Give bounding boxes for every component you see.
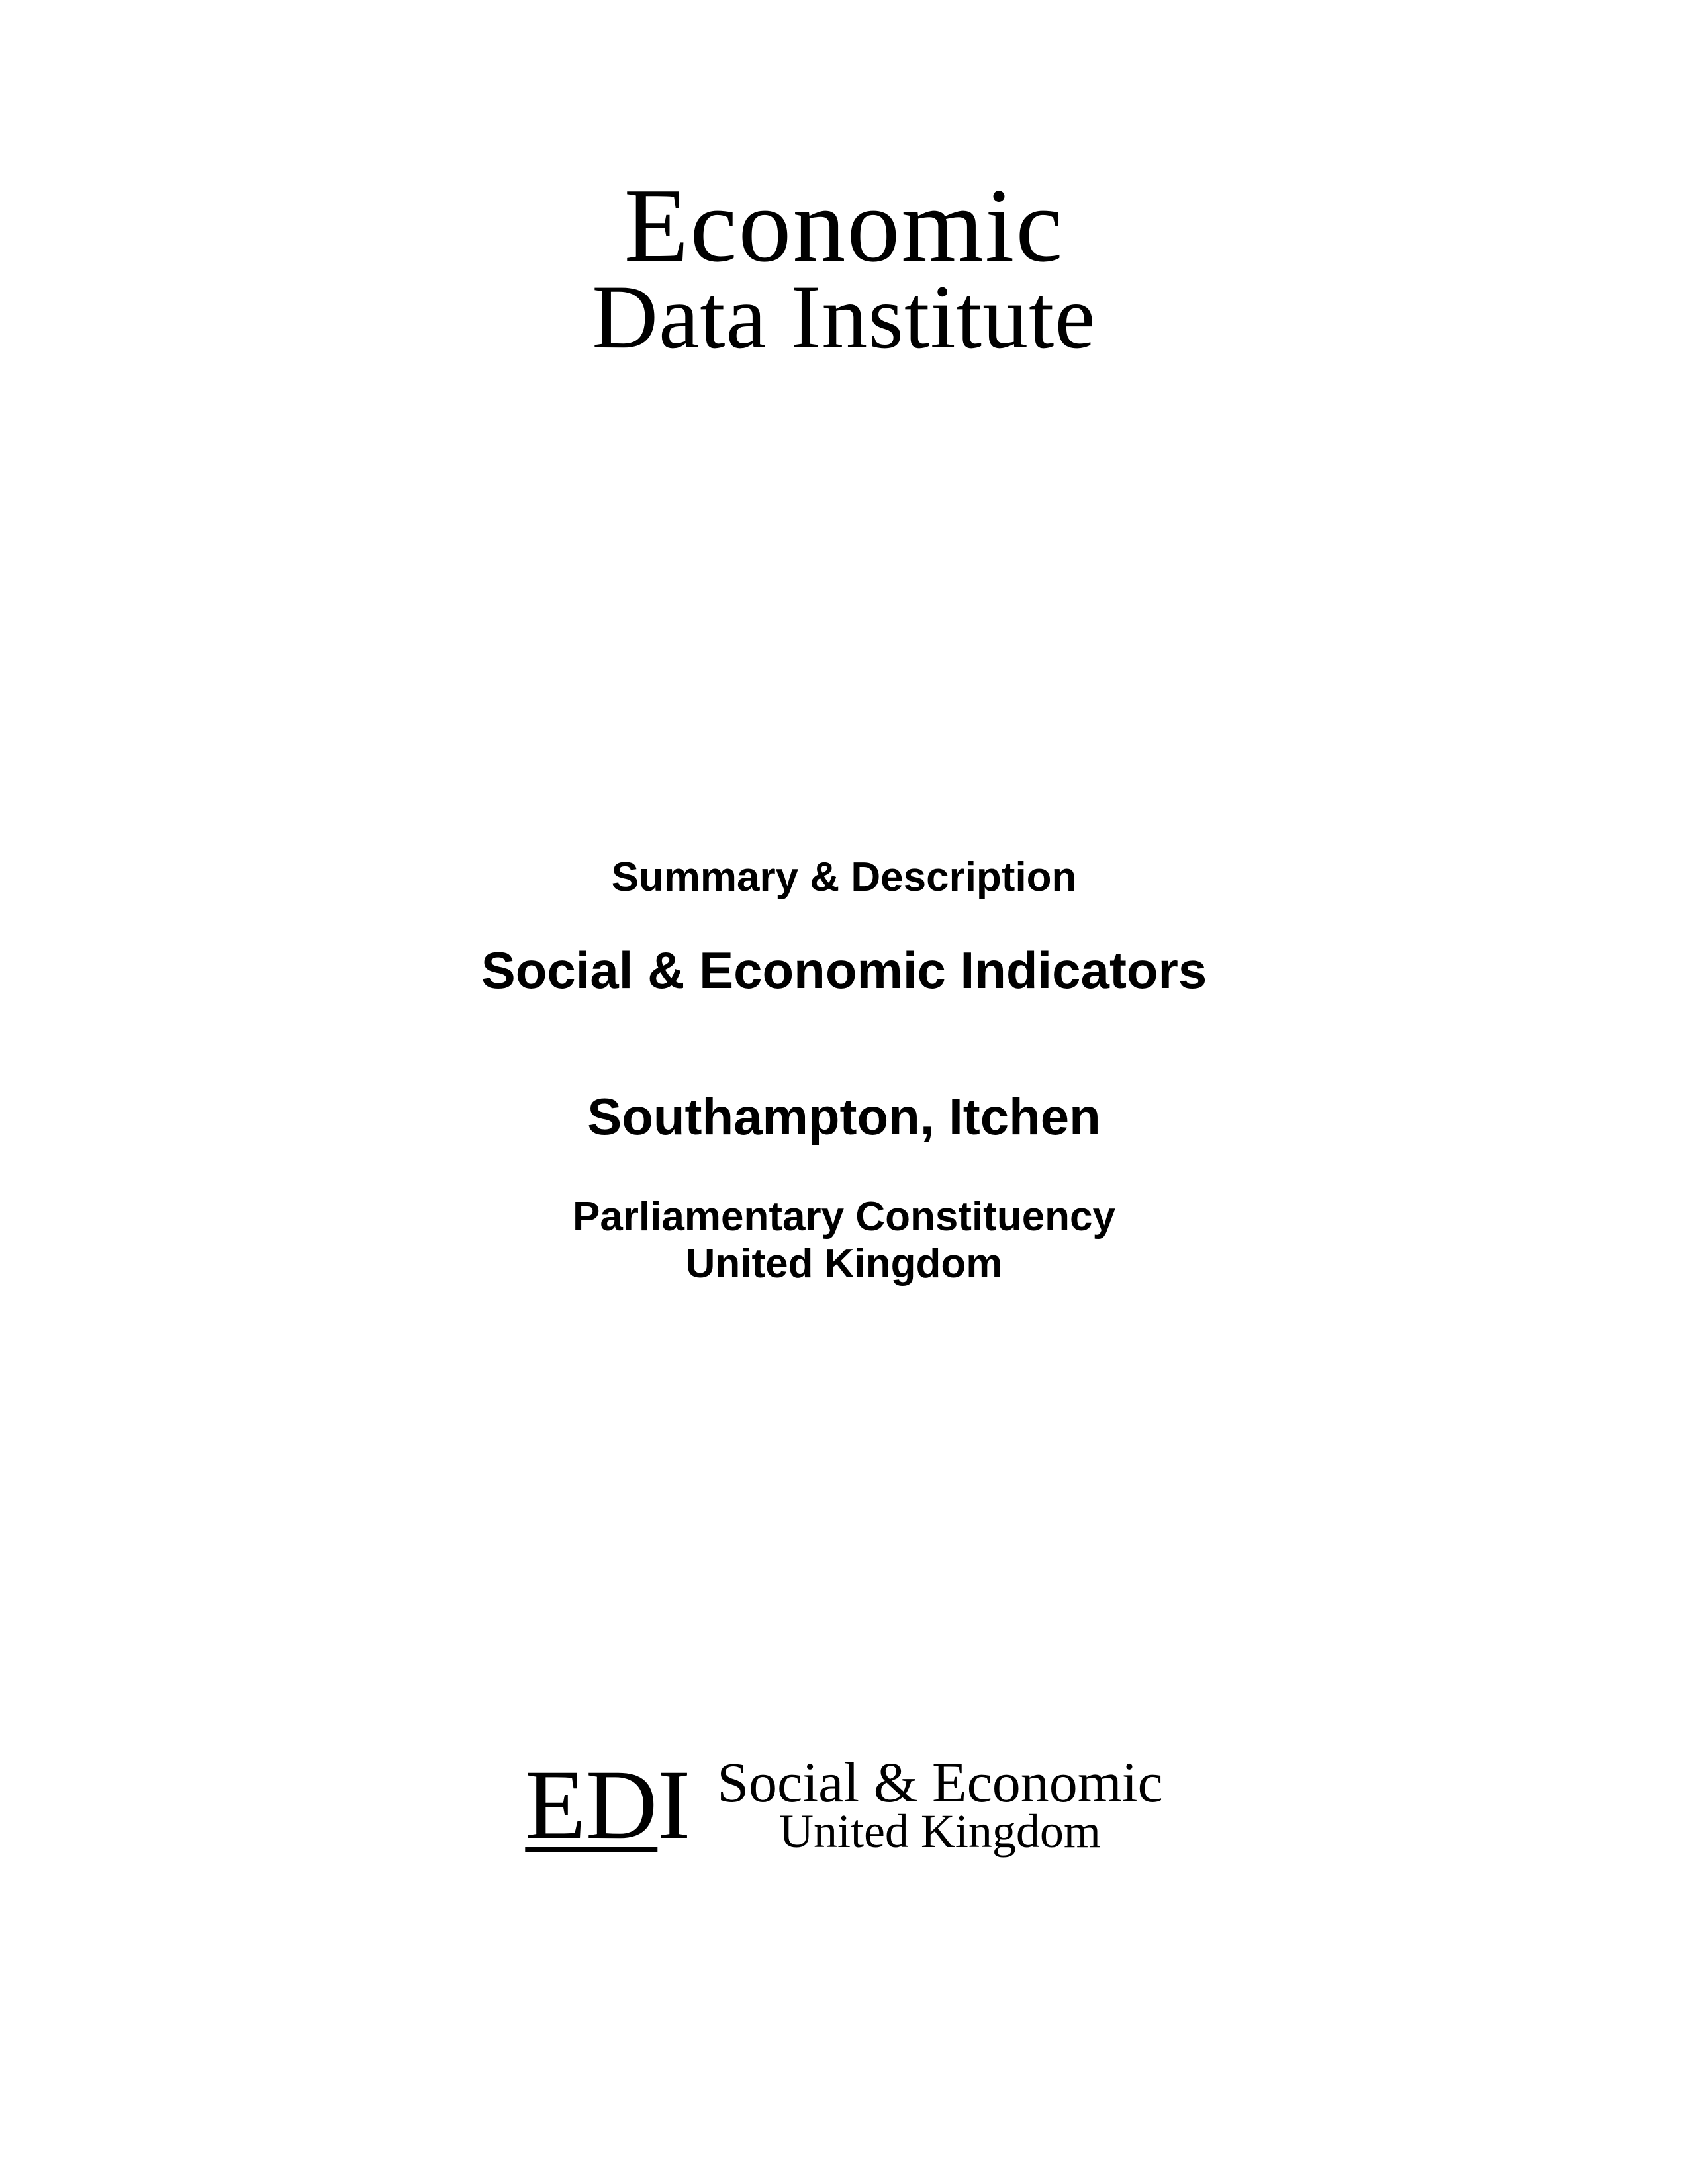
edi-mark: EDI — [525, 1755, 690, 1854]
header-line1: Economic — [592, 172, 1096, 278]
edi-mark-e: E — [525, 1763, 586, 1853]
edi-mark-i: I — [657, 1755, 690, 1854]
edi-mark-d: D — [586, 1763, 657, 1853]
footer-logo: EDI Social & Economic United Kingdom — [525, 1754, 1162, 1855]
main-title: Social & Economic Indicators — [0, 940, 1688, 1001]
summary-label: Summary & Description — [0, 854, 1688, 901]
footer-text-line1: Social & Economic — [717, 1754, 1163, 1811]
header-line2: Data Institute — [592, 271, 1096, 363]
content-block: Summary & Description Social & Economic … — [0, 854, 1688, 1288]
subtitle-line1: Parliamentary Constituency — [0, 1193, 1688, 1240]
header-logo: Economic Data Institute — [592, 172, 1096, 363]
subtitle-line2: United Kingdom — [0, 1240, 1688, 1287]
edi-text: Social & Economic United Kingdom — [717, 1754, 1163, 1855]
footer-text-line2: United Kingdom — [717, 1807, 1163, 1855]
location-title: Southampton, Itchen — [0, 1087, 1688, 1147]
